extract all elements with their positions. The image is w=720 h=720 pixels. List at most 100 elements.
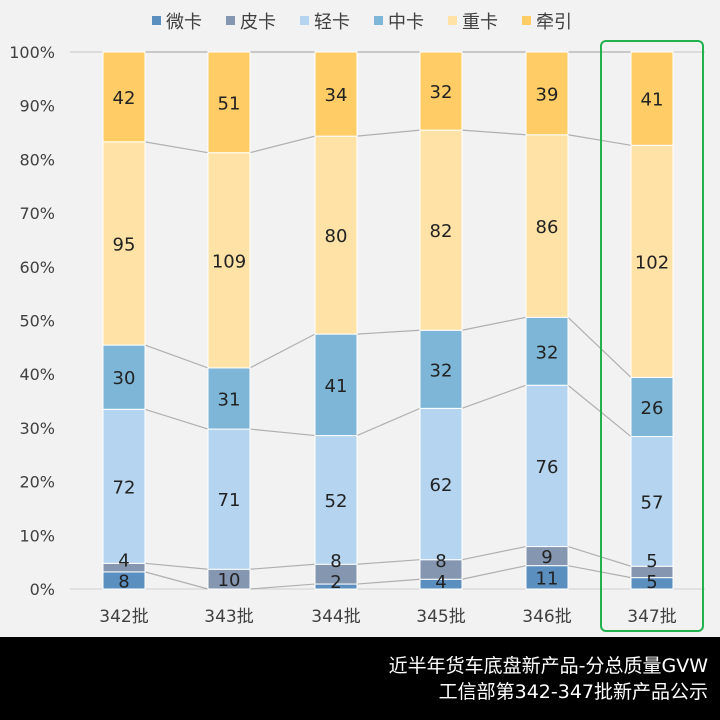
data-label: 5 xyxy=(646,572,657,593)
series-line xyxy=(461,545,527,561)
legend-label: 轻卡 xyxy=(314,12,350,33)
data-label: 82 xyxy=(430,221,453,242)
legend-swatch xyxy=(374,16,383,25)
data-label: 31 xyxy=(218,389,241,410)
series-line xyxy=(356,329,421,335)
x-tick-label: 346批 xyxy=(522,607,571,627)
series-line xyxy=(356,129,421,137)
data-label: 8 xyxy=(435,551,446,572)
bar-segment xyxy=(102,141,146,346)
series-line xyxy=(461,316,527,331)
series-line xyxy=(144,408,209,430)
data-label: 10 xyxy=(218,570,241,591)
series-line xyxy=(461,129,527,136)
series-line xyxy=(356,559,421,565)
series-line xyxy=(144,571,209,590)
bar-segment xyxy=(419,51,463,131)
legend-label: 重卡 xyxy=(462,12,498,33)
data-label: 8 xyxy=(330,551,341,572)
y-tick-label: 50% xyxy=(19,312,55,331)
bar-segment xyxy=(102,51,146,143)
bar-segment xyxy=(525,134,569,318)
data-label: 32 xyxy=(536,342,559,363)
footer-subtitle: 工信部第342-347批新产品公示 xyxy=(438,681,708,703)
legend-swatch xyxy=(300,16,309,25)
data-label: 57 xyxy=(641,492,664,513)
bar-segment xyxy=(525,316,569,386)
bar-segment xyxy=(419,407,463,561)
bar-segment xyxy=(102,408,146,564)
data-label: 4 xyxy=(118,550,129,571)
data-label: 41 xyxy=(641,90,664,111)
y-tick-label: 100% xyxy=(9,43,55,62)
series-line xyxy=(567,134,632,146)
legend-label: 中卡 xyxy=(388,12,424,33)
data-label: 72 xyxy=(113,477,136,498)
data-label: 34 xyxy=(325,85,348,106)
data-label: 9 xyxy=(541,547,552,568)
data-label: 86 xyxy=(536,217,559,238)
data-label: 95 xyxy=(113,234,136,255)
footer: 近半年货车底盘新产品-分总质量GVW 工信部第342-347批新产品公示 xyxy=(0,637,720,720)
bar-segment xyxy=(630,436,674,567)
legend-label: 微卡 xyxy=(166,12,202,33)
series-line xyxy=(249,333,316,369)
data-label: 109 xyxy=(212,251,246,272)
bar-segment xyxy=(314,435,358,565)
y-tick-label: 70% xyxy=(19,204,55,223)
series-line xyxy=(144,344,209,369)
stacked-bar-chart: 0%10%20%30%40%50%60%70%80%90%100%342批 343… xyxy=(9,12,705,632)
legend-label: 牵引 xyxy=(536,12,572,33)
data-label: 8 xyxy=(118,571,129,592)
legend-swatch xyxy=(226,16,235,25)
y-tick-label: 10% xyxy=(19,526,55,545)
series-line xyxy=(567,384,632,438)
bar-segment xyxy=(525,51,569,136)
bar-segment xyxy=(630,376,674,438)
data-label: 76 xyxy=(536,457,559,478)
y-tick-label: 20% xyxy=(19,473,55,492)
data-label: 62 xyxy=(430,475,453,496)
series-line xyxy=(567,565,632,579)
series-line xyxy=(356,407,421,437)
bar-segment xyxy=(314,333,358,437)
legend-label: 皮卡 xyxy=(240,12,276,33)
bar-segment xyxy=(419,129,463,331)
data-label: 4 xyxy=(435,572,446,593)
y-tick-label: 80% xyxy=(19,150,55,169)
highlight-box xyxy=(600,40,704,632)
bar-segment xyxy=(207,51,251,154)
bar-segment xyxy=(314,135,358,335)
data-label: 41 xyxy=(325,376,348,397)
data-label: 26 xyxy=(641,398,664,419)
bar-segment xyxy=(630,51,674,146)
data-label: 39 xyxy=(536,84,559,105)
x-tick-label: 345批 xyxy=(416,607,465,627)
series-line xyxy=(144,562,209,570)
y-tick-label: 0% xyxy=(30,580,55,599)
series-line xyxy=(567,545,632,567)
data-label: 52 xyxy=(325,491,348,512)
series-line xyxy=(249,135,316,154)
y-tick-label: 40% xyxy=(19,365,55,384)
x-tick-label: 344批 xyxy=(311,607,360,627)
y-tick-label: 60% xyxy=(19,258,55,277)
bar-segment xyxy=(314,51,358,137)
data-label: 51 xyxy=(218,93,241,114)
bar-segment xyxy=(102,344,146,410)
legend-swatch xyxy=(522,16,531,25)
series-line xyxy=(461,565,527,580)
series-line xyxy=(356,578,421,585)
data-label: 80 xyxy=(325,226,348,247)
data-label: 32 xyxy=(430,360,453,381)
footer-title: 近半年货车底盘新产品-分总质量GVW xyxy=(388,655,708,677)
series-line xyxy=(461,384,527,409)
x-tick-label: 347批 xyxy=(627,607,676,627)
data-label: 11 xyxy=(536,568,559,589)
series-line xyxy=(249,583,316,590)
data-label: 30 xyxy=(113,368,136,389)
data-label: 42 xyxy=(113,88,136,109)
data-label: 71 xyxy=(218,490,241,511)
bar-segment xyxy=(207,428,251,570)
data-label: 2 xyxy=(330,572,341,593)
